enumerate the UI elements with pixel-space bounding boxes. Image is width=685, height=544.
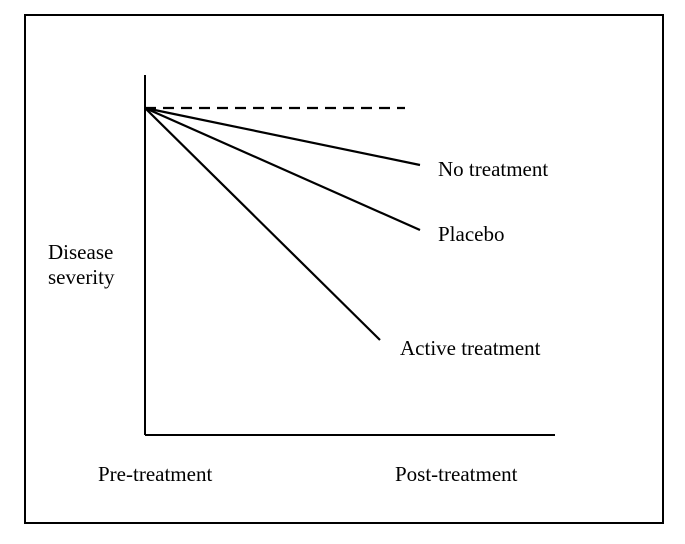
x-tick-pre: Pre-treatment <box>98 462 212 487</box>
label-no-treatment: No treatment <box>438 157 548 182</box>
line-active-treatment <box>145 108 380 340</box>
line-no-treatment <box>145 108 420 165</box>
line-placebo <box>145 108 420 230</box>
x-tick-post: Post-treatment <box>395 462 517 487</box>
label-placebo: Placebo <box>438 222 504 247</box>
label-active-treatment: Active treatment <box>400 336 541 361</box>
y-axis-label-1: Disease <box>48 240 113 265</box>
y-axis-label-2: severity <box>48 265 114 290</box>
